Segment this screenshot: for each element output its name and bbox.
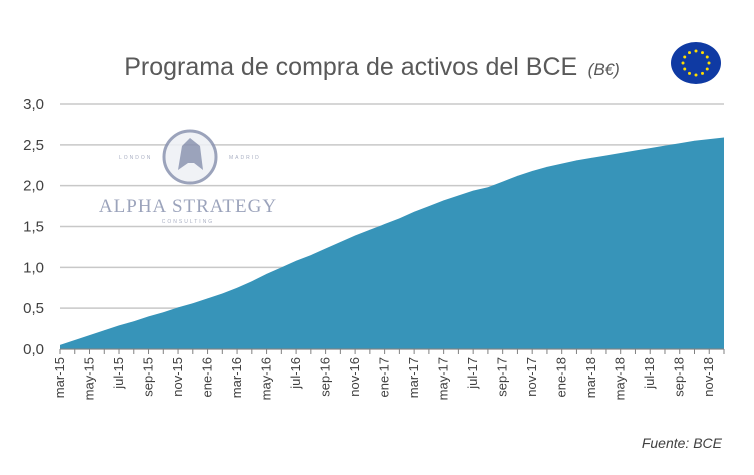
x-tick-label: may-16 (259, 357, 274, 400)
eu-star (683, 55, 687, 59)
x-tick-label: jul-17 (465, 357, 480, 390)
eu-star (688, 51, 691, 55)
x-tick-label: may-18 (613, 357, 628, 400)
eu-flag-icon (671, 42, 721, 84)
area-series (60, 137, 724, 349)
eu-star (681, 61, 685, 65)
eu-star (707, 61, 711, 65)
x-tick-label: nov-16 (347, 357, 362, 397)
x-tick-label: mar-16 (229, 357, 244, 398)
eu-star (694, 49, 698, 53)
watermark-logo: LONDON MADRID ALPHA STRATEGY CONSULTING (99, 129, 277, 225)
x-tick-label: nov-18 (701, 357, 716, 397)
eu-star (694, 73, 698, 77)
x-axis: mar-15 may-15 jul-15 sep-15 nov-15 ene-16 mar-… (52, 348, 725, 400)
chart-title-text: Programa de compra de activos del BCE (124, 53, 577, 81)
y-tick-label: 0,0 (23, 341, 44, 358)
y-tick-label: 0,5 (23, 300, 44, 317)
x-tick-label: may-17 (436, 357, 451, 400)
watermark-city-right: MADRID (229, 155, 261, 161)
watermark-city-left: LONDON (119, 155, 152, 161)
x-tick-label: may-15 (82, 357, 97, 400)
x-tick-label: mar-18 (583, 357, 598, 398)
x-tick-label: ene-18 (554, 357, 569, 397)
x-tick-label: ene-16 (200, 357, 215, 397)
source-note: Fuente: BCE (642, 435, 723, 451)
area-layer (59, 137, 725, 349)
x-tick-label: ene-17 (377, 357, 392, 397)
y-axis: 0,0 0,5 1,0 1,5 2,0 2,5 3,0 (23, 96, 44, 358)
y-tick-label: 1,5 (23, 219, 44, 236)
x-tick-label: nov-15 (170, 357, 185, 397)
y-tick-label: 2,5 (23, 137, 44, 154)
eu-star (705, 67, 709, 71)
x-tick-label: sep-15 (141, 357, 156, 397)
x-tick-label: mar-15 (52, 357, 67, 398)
x-tick-label: jul-16 (288, 357, 303, 390)
y-tick-label: 1,0 (23, 259, 44, 276)
lion-mane-shape (178, 138, 203, 170)
x-tick-label: mar-17 (406, 357, 421, 398)
eu-star (701, 51, 704, 55)
x-tick-label: sep-16 (318, 357, 333, 397)
x-tick-label: nov-17 (524, 357, 539, 397)
eu-star (688, 71, 691, 75)
x-tick-label: jul-18 (642, 357, 657, 390)
x-tick-label: sep-18 (672, 357, 687, 397)
y-tick-label: 3,0 (23, 96, 44, 113)
eu-star (705, 55, 709, 59)
watermark-sub: CONSULTING (162, 219, 214, 225)
chart-title-unit: (B€) (588, 60, 620, 79)
x-tick-label: jul-15 (111, 357, 126, 390)
watermark-name: ALPHA STRATEGY (99, 196, 277, 217)
eu-star (683, 67, 687, 71)
y-tick-label: 2,0 (23, 178, 44, 195)
eu-star (701, 71, 704, 75)
x-tick-label: sep-17 (495, 357, 510, 397)
chart-title: Programa de compra de activos del BCE (B… (124, 53, 620, 81)
